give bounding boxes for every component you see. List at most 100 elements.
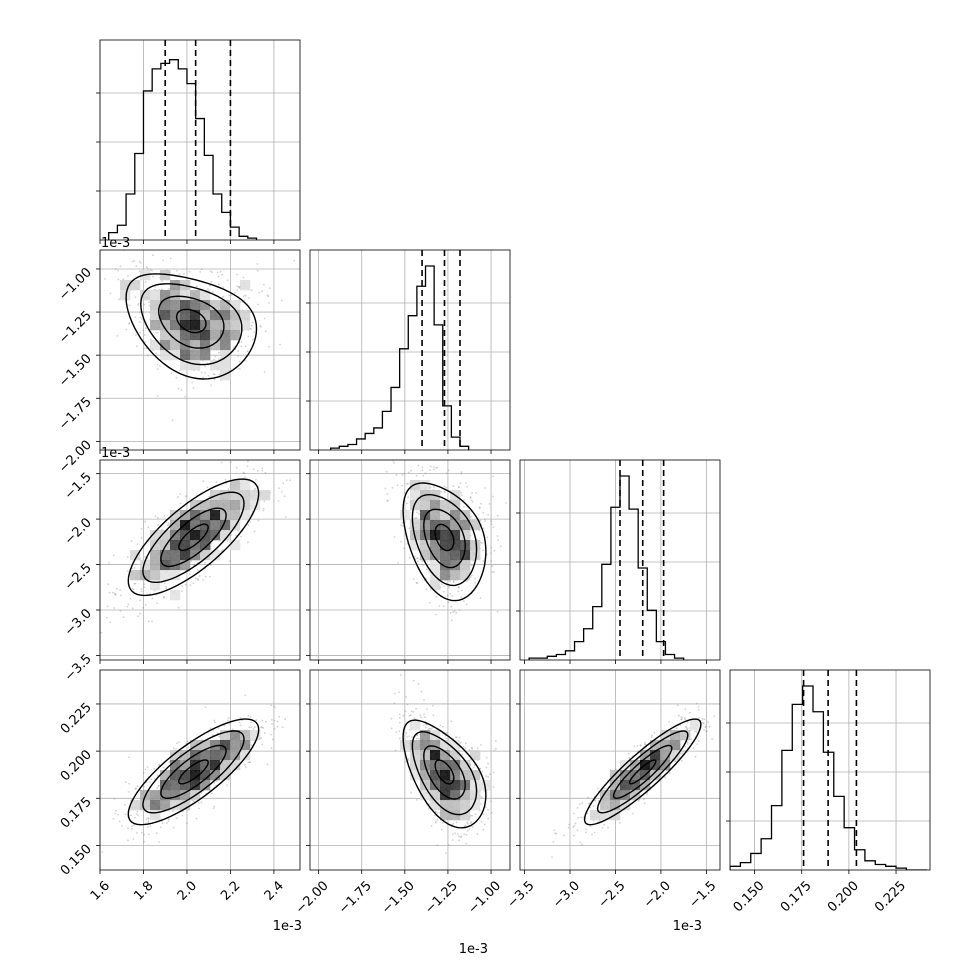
sample-point <box>144 281 147 283</box>
sample-point <box>139 316 142 319</box>
sample-point <box>493 571 495 573</box>
sample-point <box>255 719 258 722</box>
sample-point <box>398 737 401 740</box>
sample-point <box>406 703 409 706</box>
density-cell <box>180 300 191 311</box>
sample-point <box>127 791 130 793</box>
sample-point <box>386 493 389 495</box>
sample-point <box>203 561 206 564</box>
sample-point <box>403 472 405 475</box>
sample-point <box>118 298 120 301</box>
sample-point <box>223 724 226 727</box>
sample-point <box>159 365 161 367</box>
sample-point <box>140 536 143 539</box>
sample-point <box>482 512 485 514</box>
sample-point <box>216 271 219 274</box>
sample-point <box>133 567 136 569</box>
sample-point <box>210 542 213 545</box>
sample-point <box>119 609 122 612</box>
density-cell <box>210 360 221 371</box>
sample-point <box>247 714 250 717</box>
density-cell <box>240 320 251 331</box>
hist-bin <box>792 704 802 870</box>
sample-point <box>450 619 453 622</box>
sample-point <box>462 600 465 602</box>
sample-point <box>271 738 274 741</box>
sample-point <box>198 807 200 810</box>
density-cell <box>240 480 251 491</box>
sample-point <box>465 834 468 836</box>
hist-bin <box>875 864 885 870</box>
scatter-panel-2-0 <box>96 459 301 664</box>
sample-point <box>397 456 399 458</box>
sample-point <box>163 582 166 585</box>
sample-point <box>136 810 139 813</box>
sample-point <box>143 833 146 836</box>
hist-bin <box>602 564 611 660</box>
sample-point <box>266 294 269 297</box>
sample-point <box>423 698 425 701</box>
sample-point <box>263 317 266 320</box>
sample-point <box>234 291 236 294</box>
sample-point <box>405 696 408 698</box>
sample-point <box>127 756 130 759</box>
sample-point <box>175 817 178 820</box>
sample-point <box>96 238 98 240</box>
sample-point <box>460 471 463 473</box>
sample-point <box>151 597 154 600</box>
density-cell <box>170 300 181 311</box>
sample-point <box>213 719 216 722</box>
density-cell <box>190 290 201 301</box>
sample-point <box>397 562 400 564</box>
hist-bin <box>629 509 638 660</box>
density-cell <box>170 310 181 321</box>
sample-point <box>137 304 140 306</box>
sample-point <box>148 833 150 836</box>
sample-point <box>260 726 263 729</box>
sample-point <box>135 334 138 336</box>
sample-point <box>128 782 131 785</box>
sample-point <box>122 278 125 281</box>
density-contour <box>175 308 207 334</box>
sample-point <box>235 466 238 469</box>
sample-point <box>237 355 240 357</box>
sample-point <box>147 817 150 820</box>
sample-point <box>458 736 461 739</box>
sample-point <box>404 761 407 764</box>
sample-point <box>423 713 425 716</box>
sample-point <box>238 368 241 370</box>
sample-point <box>260 737 262 740</box>
sample-point <box>77 184 79 186</box>
sample-point <box>140 528 143 530</box>
sample-point <box>489 773 491 776</box>
sample-point <box>252 468 255 470</box>
hist-bin <box>143 91 152 240</box>
sample-point <box>130 814 133 817</box>
sample-point <box>403 491 406 494</box>
hist-bin <box>740 863 750 870</box>
scatter-panel-3-1 <box>306 669 511 874</box>
sample-point <box>244 766 247 769</box>
hist-bin <box>213 194 222 240</box>
sample-point <box>249 761 252 764</box>
sample-point <box>238 360 241 363</box>
sample-point <box>438 605 441 607</box>
sample-point <box>398 717 401 719</box>
density-cell <box>160 540 171 551</box>
density-cell <box>230 310 241 321</box>
sample-point <box>452 611 455 614</box>
hist-bin <box>365 433 374 450</box>
density-cell <box>150 290 161 301</box>
density-cell <box>200 290 211 301</box>
sample-point <box>167 522 170 525</box>
sample-point <box>146 267 149 270</box>
sample-point <box>204 365 207 368</box>
sample-point <box>215 481 218 484</box>
sample-point <box>222 295 225 298</box>
sample-point <box>465 482 467 484</box>
density-contour <box>125 273 258 380</box>
sample-point <box>415 474 418 477</box>
sample-point <box>178 741 181 743</box>
sample-point <box>143 785 145 788</box>
sample-point <box>300 717 302 719</box>
